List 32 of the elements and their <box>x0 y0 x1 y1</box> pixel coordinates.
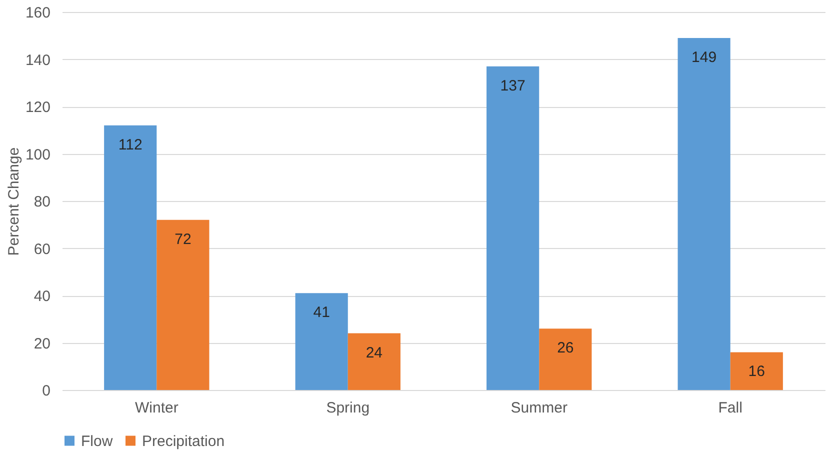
bar <box>348 333 400 390</box>
legend-label: Flow <box>81 432 113 450</box>
bar <box>539 328 592 390</box>
data-label: 16 <box>748 363 765 380</box>
legend-label: Precipitation <box>142 432 225 450</box>
bar <box>678 38 730 390</box>
y-tick-label: 0 <box>42 382 50 400</box>
bar <box>156 220 210 390</box>
y-tick-label: 160 <box>25 4 50 22</box>
bar <box>486 66 540 390</box>
x-tick-label: Fall <box>718 400 742 416</box>
y-tick-label: 100 <box>25 146 50 164</box>
y-tick-label: 120 <box>25 99 50 116</box>
data-label: 112 <box>118 136 142 154</box>
y-axis-title: Percent Change <box>5 147 22 256</box>
x-tick-label: Summer <box>510 400 568 416</box>
y-tick-label: 40 <box>34 288 50 305</box>
data-label: 149 <box>692 48 717 66</box>
data-label: 24 <box>366 344 383 362</box>
x-tick-label: Winter <box>134 400 178 416</box>
bar <box>104 125 157 390</box>
bar <box>295 293 348 390</box>
x-tick-label: Spring <box>326 400 370 416</box>
data-label: 72 <box>174 230 192 248</box>
data-label: 26 <box>557 340 574 357</box>
y-tick-label: 140 <box>25 52 50 69</box>
y-tick-label: 20 <box>34 335 50 352</box>
bar <box>730 352 783 390</box>
y-tick-label: 80 <box>34 194 50 210</box>
data-label: 41 <box>313 304 330 322</box>
data-label: 137 <box>500 77 526 94</box>
y-tick-label: 60 <box>34 240 50 258</box>
